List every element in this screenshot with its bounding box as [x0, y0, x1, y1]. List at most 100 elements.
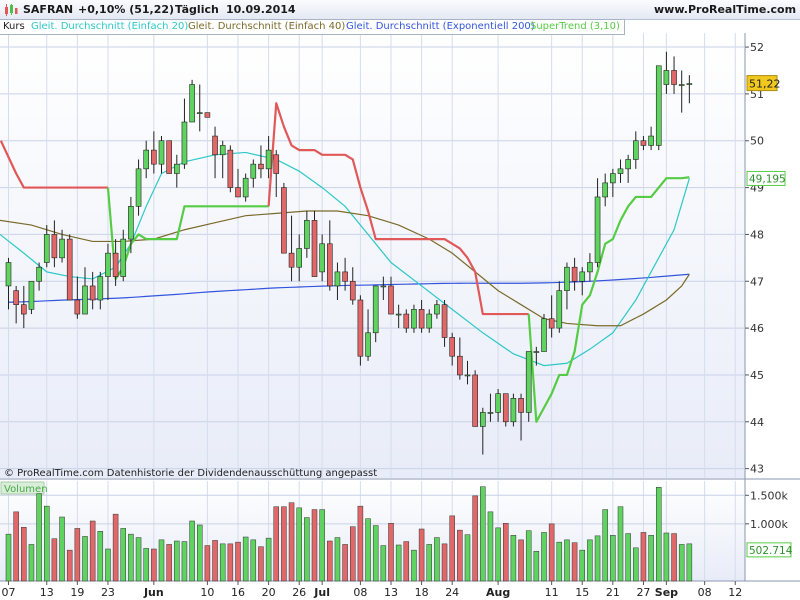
candle[interactable] [365, 309, 371, 361]
candle[interactable] [510, 393, 517, 427]
candle[interactable] [151, 131, 157, 174]
candle-body [479, 412, 486, 427]
candle[interactable] [304, 211, 310, 258]
candle[interactable] [28, 280, 35, 315]
candle[interactable] [82, 267, 88, 315]
candle[interactable] [648, 126, 654, 151]
candle[interactable] [349, 267, 356, 305]
candle[interactable] [13, 285, 19, 324]
candle[interactable] [678, 70, 685, 113]
candle[interactable] [311, 211, 318, 277]
candle[interactable] [663, 51, 670, 94]
candle[interactable] [434, 300, 440, 319]
candle[interactable] [564, 262, 570, 310]
candle[interactable] [326, 220, 333, 291]
site-url[interactable]: www.ProRealTime.com [654, 3, 797, 16]
candle[interactable] [250, 159, 257, 188]
candle[interactable] [411, 304, 417, 333]
candle[interactable] [418, 300, 425, 333]
candle[interactable] [235, 168, 241, 198]
candle[interactable] [594, 178, 601, 268]
candle[interactable] [158, 136, 165, 174]
candle[interactable] [20, 285, 27, 329]
candle[interactable] [227, 145, 234, 193]
candle[interactable] [66, 234, 73, 301]
candle[interactable] [59, 229, 65, 263]
candle[interactable] [105, 243, 111, 300]
candle[interactable] [258, 145, 264, 179]
legend-supertrend[interactable]: SuperTrend (3,10) [530, 21, 620, 32]
candle[interactable] [579, 267, 586, 296]
candle[interactable] [571, 257, 578, 291]
candle[interactable] [502, 393, 509, 427]
candle[interactable] [89, 271, 96, 310]
candle[interactable] [587, 253, 593, 282]
candle[interactable] [533, 346, 540, 366]
candle[interactable] [36, 262, 42, 291]
candle[interactable] [487, 393, 494, 422]
candle[interactable] [143, 140, 149, 179]
candle[interactable] [403, 309, 410, 333]
candle[interactable] [686, 75, 693, 104]
candle[interactable] [541, 314, 547, 352]
candle[interactable] [495, 389, 501, 422]
legend-sma20[interactable]: Gleit. Durchschnitt (Einfach 20) [31, 21, 189, 32]
candle[interactable] [97, 271, 104, 310]
candle[interactable] [112, 239, 119, 286]
candle[interactable] [296, 234, 303, 282]
candle[interactable] [380, 276, 387, 300]
candle[interactable] [204, 112, 211, 118]
candle[interactable] [51, 220, 58, 268]
candle[interactable] [548, 295, 555, 338]
candle[interactable] [617, 159, 624, 183]
candle[interactable] [281, 182, 287, 254]
candle[interactable] [472, 370, 478, 427]
candle[interactable] [655, 65, 662, 151]
candle[interactable] [457, 337, 463, 380]
candle[interactable] [166, 140, 172, 174]
candle[interactable] [334, 262, 341, 300]
candle[interactable] [426, 309, 433, 333]
candle[interactable] [273, 150, 280, 197]
candle[interactable] [43, 225, 50, 268]
candle[interactable] [556, 281, 563, 333]
legend-kurs[interactable]: Kurs [3, 21, 25, 32]
candle[interactable] [174, 154, 180, 188]
candle[interactable] [671, 56, 677, 94]
candle[interactable] [518, 393, 524, 441]
time-tick-label: 18 [415, 586, 429, 599]
candle[interactable] [388, 276, 394, 315]
candle[interactable] [357, 295, 364, 366]
candle[interactable] [189, 79, 195, 123]
candle[interactable] [441, 300, 448, 347]
candle[interactable] [196, 84, 203, 132]
legend-sma40[interactable]: Gleit. Durchschnitt (Einfach 40) [188, 21, 346, 32]
candle[interactable] [342, 257, 348, 291]
candle[interactable] [479, 407, 486, 455]
candle[interactable] [632, 131, 639, 169]
candle-body [556, 290, 563, 329]
candle[interactable] [449, 332, 456, 366]
candle[interactable] [610, 168, 616, 197]
candle[interactable] [219, 140, 226, 179]
legend-ema200[interactable]: Gleit. Durchschnitt (Exponentiell 200) [346, 21, 535, 32]
candle[interactable] [625, 154, 631, 183]
candle[interactable] [372, 285, 379, 343]
candle[interactable] [5, 257, 12, 310]
candle[interactable] [602, 173, 609, 207]
candle[interactable] [464, 360, 471, 385]
candle[interactable] [525, 351, 532, 422]
candle[interactable] [128, 196, 134, 254]
candle[interactable] [640, 136, 647, 151]
candle[interactable] [120, 229, 127, 282]
candle[interactable] [242, 173, 249, 202]
candle[interactable] [74, 276, 81, 319]
candle[interactable] [265, 136, 272, 179]
candle[interactable] [319, 234, 325, 282]
candle[interactable] [395, 304, 402, 329]
candle[interactable] [181, 98, 188, 169]
candle[interactable] [212, 126, 218, 179]
candle[interactable] [135, 159, 142, 216]
candle[interactable] [288, 215, 295, 282]
